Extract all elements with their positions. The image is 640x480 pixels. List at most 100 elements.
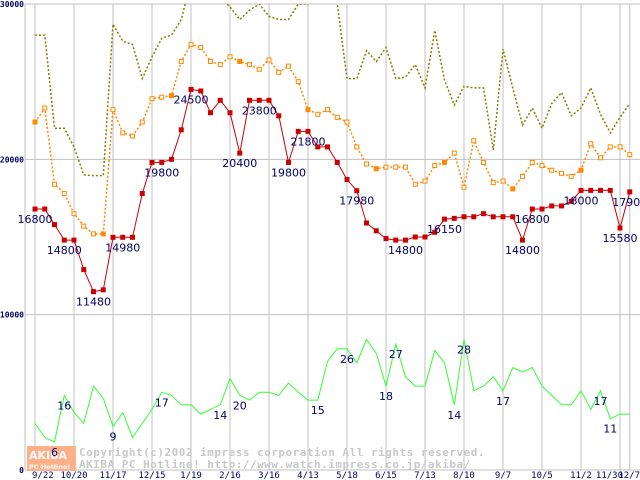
- data-point-price-min: [432, 229, 438, 235]
- data-label: 14: [213, 409, 227, 422]
- data-point-price-min: [52, 222, 57, 228]
- data-point-orange-dotted: [256, 66, 262, 72]
- data-point-price-min: [110, 234, 116, 240]
- x-tick-label: 9/22: [32, 471, 54, 480]
- data-point-price-min: [568, 198, 574, 204]
- data-point-price-min: [481, 211, 486, 217]
- data-point-orange-dotted: [520, 173, 525, 179]
- data-point-orange-dotted: [412, 181, 418, 187]
- data-point-price-min: [42, 206, 48, 212]
- data-point-orange-dotted: [422, 178, 428, 184]
- data-point-orange-dotted: [32, 119, 38, 125]
- data-point-price-min: [442, 216, 447, 222]
- data-point-price-min: [81, 267, 87, 273]
- data-label: 23800: [242, 104, 277, 117]
- data-point-orange-dotted: [578, 167, 584, 173]
- data-point-price-min: [598, 187, 603, 193]
- data-label: 6: [51, 446, 58, 459]
- data-point-price-min: [276, 113, 282, 119]
- series-line-price-min: [35, 88, 631, 293]
- series-line-shop-count: [34, 338, 630, 443]
- data-point-price-min: [208, 110, 213, 116]
- data-label: 20: [233, 399, 247, 412]
- data-point-orange-dotted: [549, 167, 555, 173]
- data-point-price-min: [412, 234, 418, 240]
- data-point-orange-dotted: [100, 231, 106, 237]
- data-label: 26: [340, 353, 354, 366]
- data-label: 14980: [105, 241, 140, 254]
- x-tick-label: 7/13: [414, 471, 436, 480]
- data-point-price-min: [393, 237, 399, 243]
- data-point-orange-dotted: [208, 58, 213, 64]
- data-point-orange-dotted: [354, 144, 360, 150]
- x-tick-label: 2/16: [219, 471, 241, 480]
- data-point-orange-dotted: [169, 93, 174, 99]
- data-point-orange-dotted: [442, 159, 447, 165]
- data-point-orange-dotted: [500, 178, 506, 184]
- data-point-price-min: [471, 214, 477, 220]
- x-tick-label: 10/20: [60, 471, 87, 480]
- data-point-orange-dotted: [344, 119, 350, 125]
- data-point-orange-dotted: [529, 159, 535, 165]
- data-point-price-min: [61, 237, 67, 243]
- data-point-orange-dotted: [451, 150, 457, 156]
- data-point-price-min: [169, 156, 174, 162]
- data-point-orange-dotted: [403, 164, 408, 170]
- data-point-price-min: [364, 220, 369, 226]
- data-point-orange-dotted: [490, 180, 496, 186]
- site-url-text: AKIBA PC Hotline! http://www.watch.impre…: [79, 458, 471, 471]
- x-tick-label: 3/16: [258, 471, 280, 480]
- x-tick-label: 10/5: [531, 471, 553, 480]
- data-point-orange-dotted: [627, 152, 633, 158]
- x-tick-label: 4/13: [297, 471, 319, 480]
- data-label: 20400: [222, 157, 257, 170]
- data-point-price-min: [588, 187, 594, 193]
- data-point-price-min: [627, 189, 633, 195]
- y-tick-label: 20000: [0, 155, 24, 164]
- data-point-price-min: [451, 215, 457, 221]
- data-point-orange-dotted: [188, 41, 194, 47]
- data-point-orange-dotted: [325, 107, 330, 113]
- data-point-orange-dotted: [461, 184, 467, 190]
- data-label: 17905: [612, 196, 640, 209]
- data-point-orange-dotted: [510, 186, 516, 192]
- data-point-orange-dotted: [276, 69, 282, 75]
- data-point-orange-dotted: [52, 181, 57, 187]
- data-label: 18: [379, 390, 393, 403]
- data-point-price-min: [247, 97, 252, 103]
- data-point-orange-dotted: [247, 62, 252, 68]
- data-label: 11: [603, 423, 617, 436]
- data-point-price-min: [325, 144, 330, 150]
- x-tick-label: 12/15: [138, 471, 165, 480]
- data-point-price-min: [520, 237, 525, 243]
- data-point-price-min: [559, 203, 564, 209]
- x-tick-label: 6/15: [375, 471, 397, 480]
- data-point-price-min: [305, 128, 311, 134]
- data-label: 16150: [427, 223, 462, 236]
- data-point-price-min: [91, 289, 96, 295]
- series-line-orange-dotted: [34, 43, 631, 235]
- series-group: [32, 4, 633, 443]
- data-point-price-min: [539, 206, 545, 212]
- x-tick-label: 5/18: [336, 471, 358, 480]
- data-point-price-min: [178, 127, 184, 133]
- data-point-price-min: [549, 203, 555, 209]
- data-point-price-min: [227, 110, 233, 116]
- data-label: 16800: [18, 213, 53, 226]
- data-point-orange-dotted: [383, 164, 389, 170]
- x-tick-label: 12/7: [618, 471, 640, 480]
- data-label: 14800: [505, 244, 540, 257]
- data-point-orange-dotted: [607, 144, 613, 150]
- data-label: 17980: [339, 195, 374, 208]
- data-point-orange-dotted: [130, 133, 135, 139]
- data-point-price-min: [510, 214, 516, 220]
- watermark: AKIBA PC Hotline! Copyright(c)2002 impre…: [27, 446, 485, 471]
- data-label: 18000: [564, 194, 599, 207]
- x-tick-label: 11/17: [99, 471, 126, 480]
- data-label: 24500: [174, 93, 209, 106]
- data-label: 16800: [515, 213, 550, 226]
- data-label: 15580: [603, 232, 638, 245]
- data-point-orange-dotted: [91, 231, 96, 237]
- data-point-orange-dotted: [61, 191, 67, 197]
